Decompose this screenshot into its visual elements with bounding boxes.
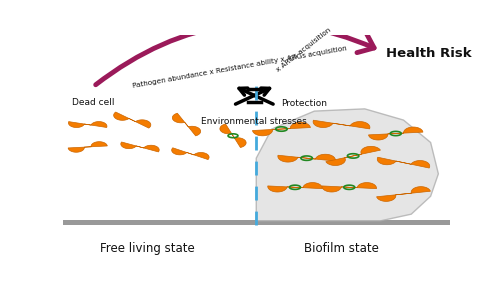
Text: Dead cell: Dead cell	[72, 97, 114, 107]
FancyArrowPatch shape	[96, 23, 374, 85]
Text: x ARGs acquisition: x ARGs acquisition	[276, 27, 332, 73]
Text: Environmental stresses: Environmental stresses	[202, 117, 307, 126]
Text: Health Risk: Health Risk	[386, 47, 472, 61]
Polygon shape	[252, 122, 310, 136]
Polygon shape	[68, 122, 107, 127]
Polygon shape	[377, 157, 430, 168]
Polygon shape	[172, 113, 201, 136]
Polygon shape	[322, 182, 376, 192]
Polygon shape	[326, 146, 380, 166]
Polygon shape	[114, 112, 151, 128]
Polygon shape	[368, 127, 423, 140]
Polygon shape	[121, 142, 159, 152]
Text: Biofilm state: Biofilm state	[304, 242, 379, 255]
Polygon shape	[268, 182, 322, 192]
Text: Protection: Protection	[282, 99, 328, 108]
Polygon shape	[68, 142, 108, 152]
Bar	[62, 220, 450, 225]
Polygon shape	[313, 120, 370, 129]
Polygon shape	[376, 187, 430, 201]
Polygon shape	[220, 124, 246, 148]
Polygon shape	[256, 109, 438, 221]
Text: Free living state: Free living state	[100, 242, 195, 255]
Text: Pathogen abundance x Resistance ability x ARGs acquisition: Pathogen abundance x Resistance ability …	[132, 45, 348, 89]
Polygon shape	[172, 148, 209, 159]
Polygon shape	[278, 154, 336, 162]
